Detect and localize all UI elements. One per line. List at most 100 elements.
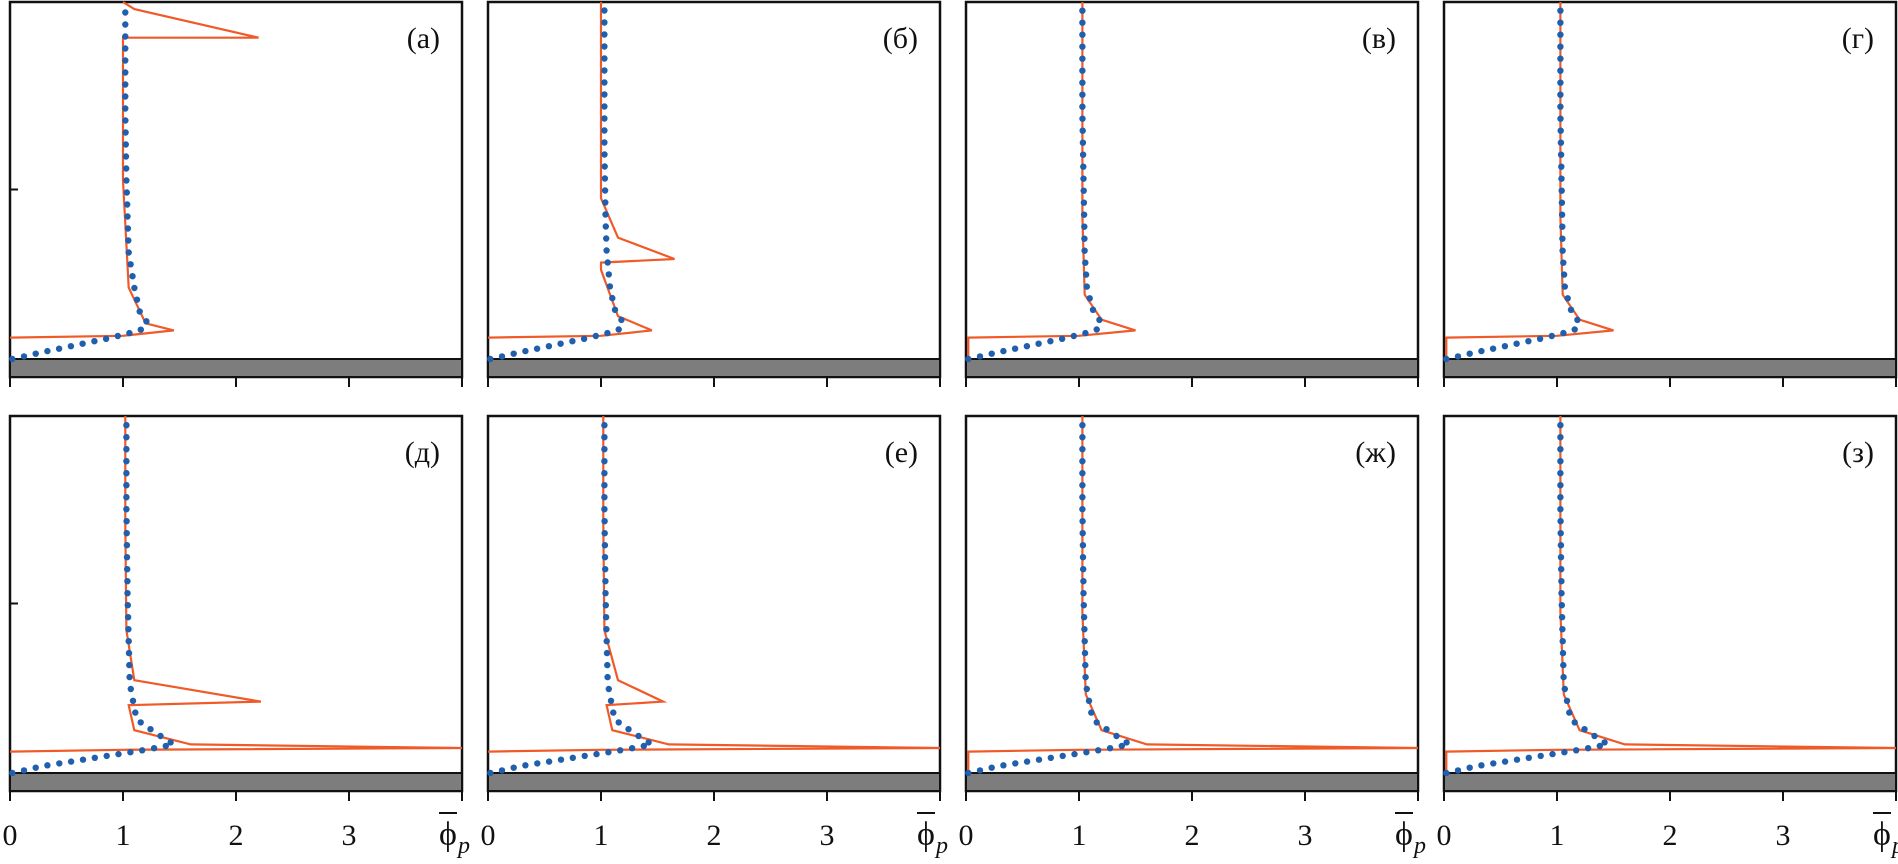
panel-4: (г): [1442, 0, 1898, 387]
dot-point: [123, 177, 130, 184]
dot-point: [1080, 578, 1087, 585]
dot-point: [601, 482, 608, 489]
panel-frame: [486, 0, 942, 379]
dot-point: [1557, 7, 1564, 14]
dot-point: [1123, 739, 1130, 746]
dot-point: [127, 685, 134, 693]
dot-point: [125, 638, 132, 645]
dot-point: [114, 332, 122, 340]
panel-7: (ж) 0 1 2 3 ϕ p: [959, 414, 1426, 859]
dot-point: [1557, 79, 1564, 86]
dot-point: [601, 67, 608, 74]
dot-point: [603, 247, 610, 254]
dot-point: [988, 350, 995, 357]
dot-point: [1513, 756, 1521, 763]
x-tick-label: 2: [229, 819, 244, 852]
dot-point: [601, 506, 608, 513]
dot-point: [601, 115, 608, 122]
dot-point: [1557, 554, 1565, 561]
dot-point: [1558, 199, 1566, 206]
dot-point: [604, 661, 611, 669]
dot-point: [601, 43, 608, 50]
dot-point: [122, 105, 129, 112]
dot-point: [1558, 187, 1565, 194]
dot-point: [640, 742, 647, 750]
panel-1: (а): [8, 0, 464, 387]
dot-point: [1118, 742, 1126, 750]
dot-point: [122, 33, 129, 40]
dot-point: [601, 19, 608, 26]
dot-point: [122, 117, 129, 124]
x-tick-label: 2: [1185, 819, 1200, 852]
dot-series: [9, 9, 150, 363]
dot-point: [1557, 31, 1564, 38]
dot-point: [102, 335, 110, 342]
dot-point: [1557, 55, 1564, 62]
dot-point: [147, 726, 154, 733]
dot-point: [123, 422, 130, 429]
dot-point: [1047, 338, 1054, 345]
dot-point: [1082, 271, 1090, 278]
dot-point: [123, 446, 130, 453]
x-tick-label: 0: [3, 819, 18, 852]
dot-point: [1564, 295, 1571, 302]
dot-point: [127, 261, 134, 268]
dot-point: [1558, 163, 1565, 170]
dot-point: [510, 764, 517, 771]
dot-point: [601, 103, 608, 110]
panel-frame: [964, 0, 1420, 379]
dot-point: [1058, 335, 1066, 342]
dot-point: [1000, 347, 1007, 355]
dot-point: [533, 345, 541, 352]
dot-point: [602, 211, 609, 218]
x-tick-label: 0: [1437, 819, 1452, 852]
x-tick-label: 2: [1663, 819, 1678, 852]
dot-point: [604, 673, 611, 681]
x-axis-subscript: p: [1412, 833, 1426, 859]
dot-point: [103, 752, 110, 760]
dot-point: [1081, 223, 1088, 230]
dot-point: [602, 590, 609, 597]
wall-strip: [965, 772, 1419, 792]
dot-point: [592, 332, 599, 340]
dot-point: [122, 129, 129, 136]
dot-point: [115, 750, 122, 758]
dot-point: [604, 259, 611, 266]
dot-point: [487, 769, 494, 777]
x-tick-label: 3: [342, 819, 357, 852]
dot-point: [1557, 19, 1564, 26]
dot-point: [122, 93, 129, 100]
dot-point: [67, 758, 75, 765]
dot-point: [1559, 638, 1566, 645]
dot-point: [601, 79, 608, 86]
dot-point: [1454, 353, 1462, 360]
dot-point: [628, 745, 636, 752]
dot-point: [1081, 638, 1088, 645]
dot-point: [1070, 332, 1078, 340]
dot-point: [601, 470, 608, 477]
dot-point: [125, 626, 132, 633]
dot-point: [604, 329, 611, 337]
dot-point: [601, 187, 609, 194]
dot-point: [607, 697, 615, 704]
dot-point: [1557, 422, 1564, 429]
dot-point: [645, 739, 652, 746]
dot-point: [1557, 434, 1564, 441]
dot-point: [1079, 91, 1086, 98]
dot-point: [1560, 673, 1567, 681]
dot-point: [1079, 19, 1086, 26]
dot-point: [1088, 709, 1095, 716]
dot-point: [1560, 259, 1567, 266]
dot-series: [487, 7, 625, 363]
dot-point: [124, 614, 132, 621]
dot-point: [79, 756, 87, 763]
dot-point: [601, 422, 608, 429]
dot-point: [1559, 626, 1566, 633]
dot-point: [124, 225, 132, 232]
dot-point: [1079, 79, 1086, 86]
dot-point: [1558, 590, 1565, 597]
dot-point: [123, 470, 130, 477]
dot-point: [1081, 626, 1088, 633]
dot-point: [1584, 745, 1592, 752]
